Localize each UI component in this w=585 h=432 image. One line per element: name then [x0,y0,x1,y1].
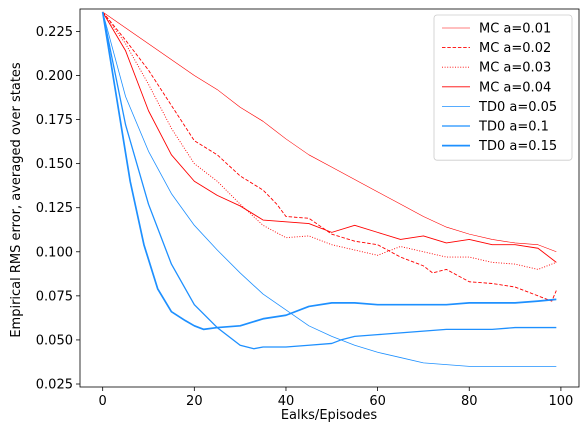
y-tick-label: 0.075 [36,289,73,304]
y-tick-label: 0.025 [36,378,73,393]
legend-label-0: MC a=0.01 [479,22,551,37]
legend-label-2: MC a=0.03 [479,61,551,76]
y-tick-label: 0.050 [36,333,73,348]
y-tick-label: 0.100 [36,245,73,260]
x-tick-label: 20 [186,394,203,409]
legend-label-3: MC a=0.04 [479,80,551,95]
legend-label-5: TD0 a=0.1 [478,120,549,135]
x-tick-label: 0 [99,394,107,409]
legend-box [433,14,573,161]
x-axis-ticks: 0 20 40 60 80 100 [99,387,573,409]
y-axis-label: Empirical RMS error, averaged over state… [9,62,24,338]
plot-area [101,11,557,367]
x-tick-label: 100 [548,394,573,409]
x-tick-label: 40 [278,394,295,409]
series-line-6 [101,11,557,331]
legend-label-4: TD0 a=0.05 [478,100,557,115]
series-line-0 [102,11,557,253]
y-tick-label: 0.175 [36,113,73,128]
x-tick-label: 60 [369,394,386,409]
legend-label-6: TD0 a=0.15 [478,139,557,154]
legend-label-1: MC a=0.02 [479,41,551,56]
series-line-2 [102,11,557,270]
y-tick-label: 0.150 [36,157,73,172]
series-line-3 [102,11,557,263]
x-tick-label: 80 [461,394,478,409]
x-axis-label: Ealks/Episodes [281,408,378,423]
y-tick-label: 0.225 [36,25,73,40]
legend: MC a=0.01 MC a=0.02 MC a=0.03 MC a=0.04 TD0 … [433,14,573,161]
y-axis-ticks: 0.025 0.050 0.075 0.100 0.125 0.150 0.175 0.200… [36,25,80,393]
plot-frame [79,8,580,388]
series-line-1 [102,11,557,302]
series-line-4 [102,11,557,367]
y-tick-label: 0.200 [36,69,73,84]
y-tick-label: 0.125 [36,201,73,216]
series-line-5 [102,11,557,350]
